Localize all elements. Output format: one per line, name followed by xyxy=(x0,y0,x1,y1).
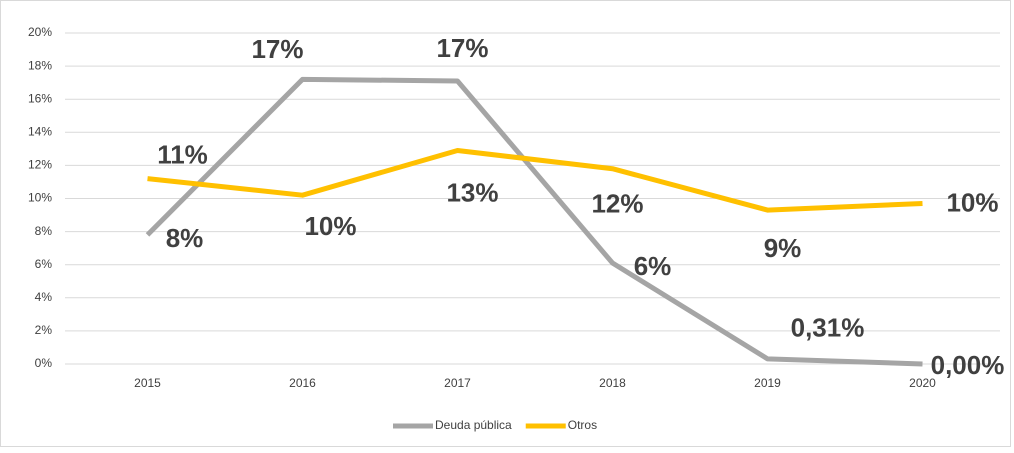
series-line xyxy=(145,76,923,367)
data-label: 17% xyxy=(251,34,303,64)
x-tick-label: 2015 xyxy=(134,376,161,390)
y-tick-label: 2% xyxy=(35,323,53,337)
y-tick-label: 14% xyxy=(28,124,52,138)
y-tick-label: 12% xyxy=(28,158,52,172)
series-line xyxy=(147,148,923,213)
x-tick-label: 2017 xyxy=(444,376,471,390)
data-label: 0,00% xyxy=(931,350,1005,380)
x-tick-label: 2016 xyxy=(289,376,316,390)
y-tick-label: 0% xyxy=(35,356,53,370)
data-label: 9% xyxy=(764,233,802,263)
data-label: 0,31% xyxy=(791,313,865,343)
data-label: 10% xyxy=(946,187,998,217)
data-label: 13% xyxy=(446,177,498,207)
data-label: 8% xyxy=(166,223,204,253)
data-label: 6% xyxy=(634,251,672,281)
y-tick-label: 10% xyxy=(28,191,52,205)
legend-label: Otros xyxy=(568,418,597,432)
y-tick-label: 4% xyxy=(35,290,53,304)
data-label: 11% xyxy=(157,140,208,170)
y-tick-label: 20% xyxy=(28,25,52,39)
y-tick-label: 6% xyxy=(35,257,53,271)
y-tick-label: 18% xyxy=(28,58,52,72)
x-tick-label: 2019 xyxy=(754,376,781,390)
x-tick-label: 2018 xyxy=(599,376,626,390)
x-tick-label: 2020 xyxy=(909,376,936,390)
y-tick-label: 16% xyxy=(28,91,52,105)
legend-label: Deuda pública xyxy=(435,418,512,432)
data-label: 17% xyxy=(436,33,488,63)
data-label: 10% xyxy=(304,211,356,241)
data-label: 12% xyxy=(591,189,643,219)
y-tick-label: 8% xyxy=(35,224,53,238)
